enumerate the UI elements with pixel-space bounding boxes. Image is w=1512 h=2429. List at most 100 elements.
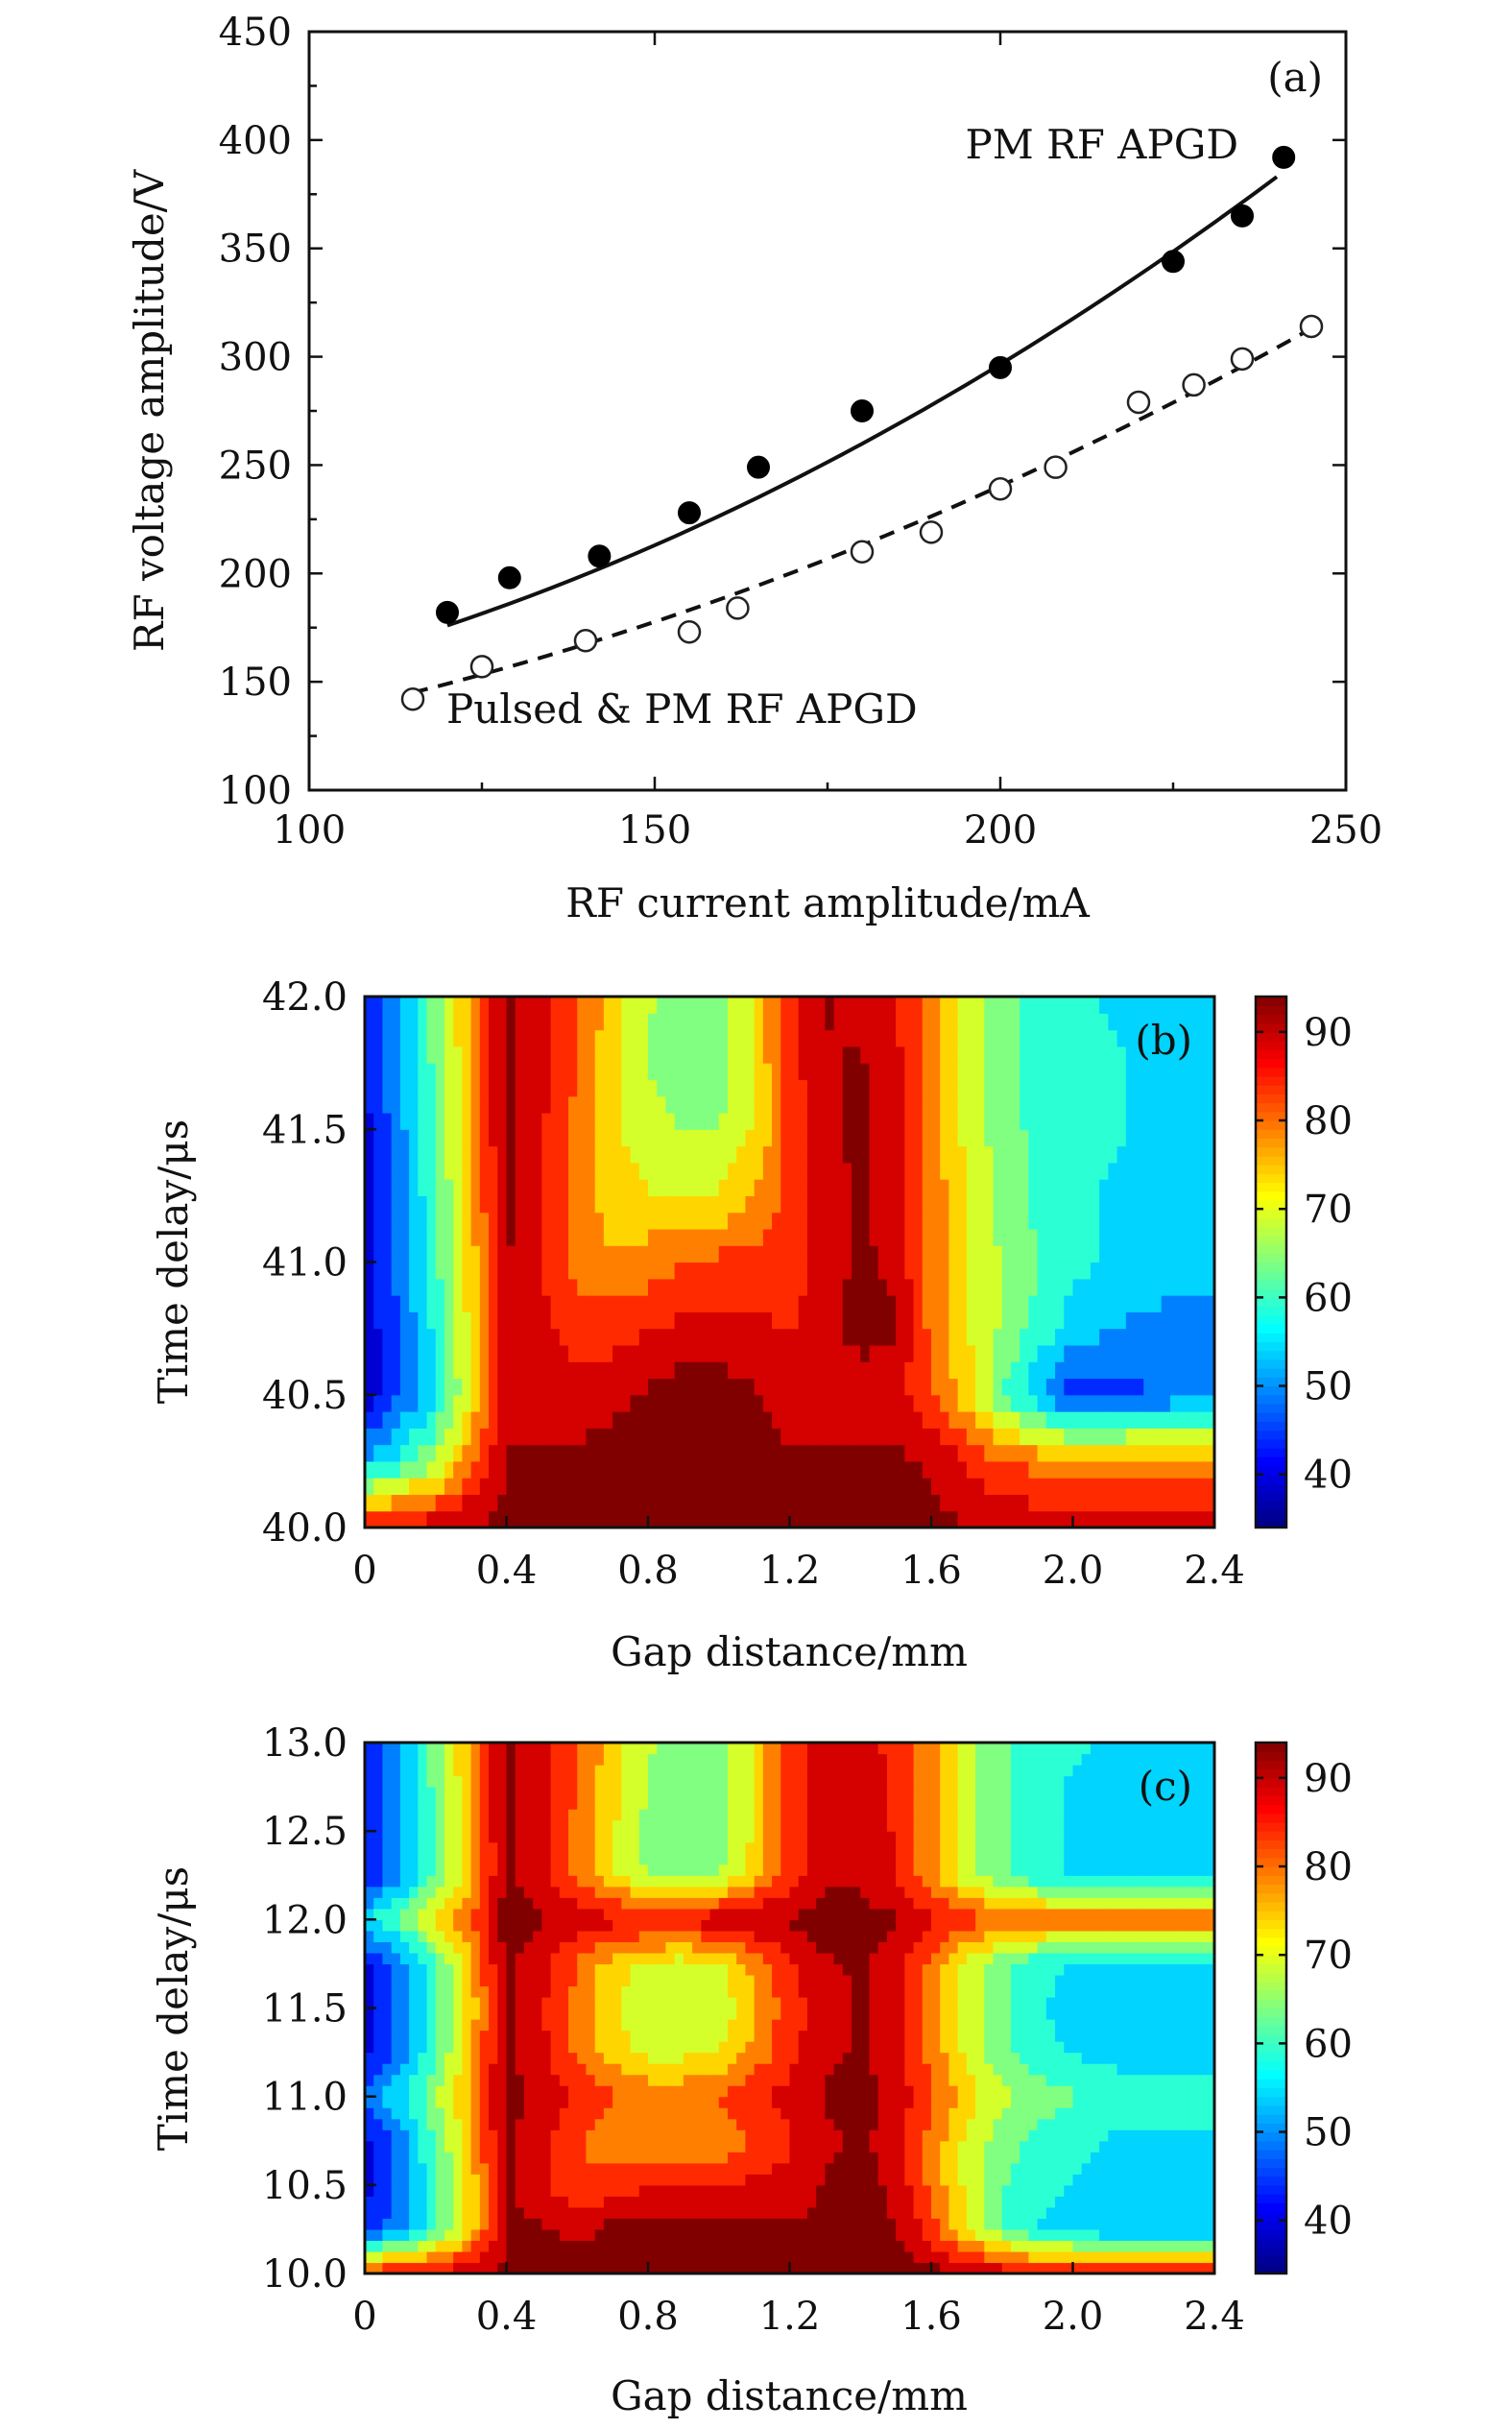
heatmap-cell: [523, 1344, 534, 1362]
heatmap-cell: [1001, 1328, 1012, 1346]
heatmap-cell: [462, 1029, 472, 1047]
heatmap-cell: [736, 2118, 747, 2130]
heatmap-cell: [1125, 2206, 1136, 2219]
heatmap-cell: [399, 1195, 410, 1214]
heatmap-cell: [612, 1378, 622, 1396]
heatmap-cell: [940, 2140, 950, 2152]
heatmap-cell: [1072, 2140, 1083, 2152]
heatmap-cell: [922, 1079, 932, 1097]
heatmap-cell: [913, 2206, 924, 2219]
heatmap-cell: [816, 1112, 826, 1130]
heatmap-cell: [479, 2129, 490, 2142]
heatmap-cell: [1064, 1494, 1074, 1512]
heatmap-cell: [1020, 1411, 1030, 1429]
heatmap-cell: [975, 2262, 985, 2274]
heatmap-cell: [869, 2118, 879, 2130]
heatmap-cell: [922, 2118, 932, 2130]
heatmap-cell: [1169, 1361, 1180, 1380]
heatmap-cell: [1020, 2262, 1030, 2274]
heatmap-cell: [701, 1460, 711, 1479]
heatmap-cell: [1116, 1013, 1127, 1031]
heatmap-cell: [745, 1063, 756, 1081]
heatmap-cell: [1188, 2206, 1198, 2219]
heatmap-cell: [1055, 2250, 1065, 2264]
heatmap-cell: [993, 2162, 1003, 2175]
heatmap-cell: [1010, 1494, 1020, 1512]
heatmap-cell: [674, 2152, 684, 2164]
heatmap-cell: [515, 1162, 525, 1180]
heatmap-cell: [806, 2162, 817, 2175]
heatmap-cell: [373, 2152, 384, 2164]
heatmap-cell: [586, 1063, 596, 1081]
heatmap-cell: [780, 1112, 791, 1130]
heatmap-cell: [1001, 1460, 1012, 1479]
heatmap-cell: [638, 1328, 649, 1346]
heatmap-cell: [489, 1394, 498, 1412]
heatmap-cell: [559, 1295, 569, 1312]
series-label-pm-rf-apgd: PM RF APGD: [965, 121, 1238, 168]
heatmap-cell: [1072, 1145, 1083, 1164]
heatmap-cell: [1161, 997, 1171, 1014]
heatmap-cell: [594, 1112, 605, 1130]
heatmap-cell: [1188, 1411, 1198, 1429]
heatmap-cell: [913, 1179, 924, 1196]
heatmap-cell: [426, 1162, 437, 1180]
heatmap-cell: [426, 1478, 437, 1496]
heatmap-cell: [674, 2184, 684, 2197]
heatmap-cell: [426, 1510, 437, 1528]
heatmap-cell: [816, 2206, 826, 2219]
heatmap-cell: [984, 2206, 995, 2219]
heatmap-cell: [833, 1145, 844, 1164]
heatmap-cell: [382, 1195, 393, 1214]
heatmap-cell: [541, 2152, 552, 2164]
heatmap-cell: [1205, 1129, 1215, 1147]
heatmap-cell: [780, 1278, 791, 1296]
heatmap-cell: [683, 1262, 693, 1280]
heatmap-cell: [1188, 1063, 1198, 1081]
heatmap-cell: [683, 2184, 693, 2197]
heatmap-cell: [373, 2118, 384, 2130]
heatmap-cell: [772, 1063, 781, 1081]
heatmap-cell: [966, 1311, 976, 1330]
heatmap-cell: [638, 1145, 649, 1164]
heatmap-cell: [373, 1013, 384, 1031]
heatmap-cell: [577, 1311, 588, 1330]
heatmap-cell: [1108, 1311, 1118, 1330]
heatmap-cell: [1205, 2228, 1215, 2242]
heatmap-cell: [1001, 2250, 1012, 2264]
colorbar-tick-label: 60: [1304, 1276, 1353, 1320]
heatmap-cell: [533, 2228, 542, 2242]
colorbar-segment: [1256, 1155, 1286, 1166]
heatmap-cell: [709, 1013, 720, 1031]
colorbar-segment: [1256, 1217, 1286, 1228]
heatmap-cell: [833, 1046, 844, 1064]
heatmap-cell: [497, 1510, 508, 1528]
heatmap-cell: [762, 1095, 773, 1114]
heatmap-cell: [886, 2196, 897, 2208]
heatmap-cell: [1108, 2140, 1118, 2152]
heatmap-cell: [1010, 1029, 1020, 1047]
heatmap-cell: [772, 1162, 781, 1180]
heatmap-cell: [506, 1046, 516, 1064]
heatmap-cell: [550, 2107, 561, 2120]
heatmap-cell: [1152, 1394, 1163, 1412]
heatmap-cell: [762, 1278, 773, 1296]
heatmap-cell: [745, 1013, 756, 1031]
heatmap-cell: [382, 1378, 393, 1396]
heatmap-cell: [1099, 1328, 1109, 1346]
heatmap-cell: [470, 1295, 481, 1312]
heatmap-cell: [435, 1494, 445, 1512]
heatmap-cell: [674, 1328, 684, 1346]
heatmap-cell: [1090, 1179, 1100, 1196]
heatmap-cell: [701, 2174, 711, 2186]
heatmap-cell: [869, 997, 879, 1014]
heatmap-cell: [772, 1245, 781, 1263]
heatmap-cell: [470, 2206, 481, 2219]
heatmap-cell: [373, 1328, 384, 1346]
heatmap-cell: [1090, 1112, 1100, 1130]
heatmap-cell: [568, 2218, 578, 2230]
heatmap-cell: [931, 1344, 941, 1362]
heatmap-cell: [806, 1245, 817, 1263]
heatmap-cell: [913, 1095, 924, 1114]
heatmap-cell: [541, 2218, 552, 2230]
